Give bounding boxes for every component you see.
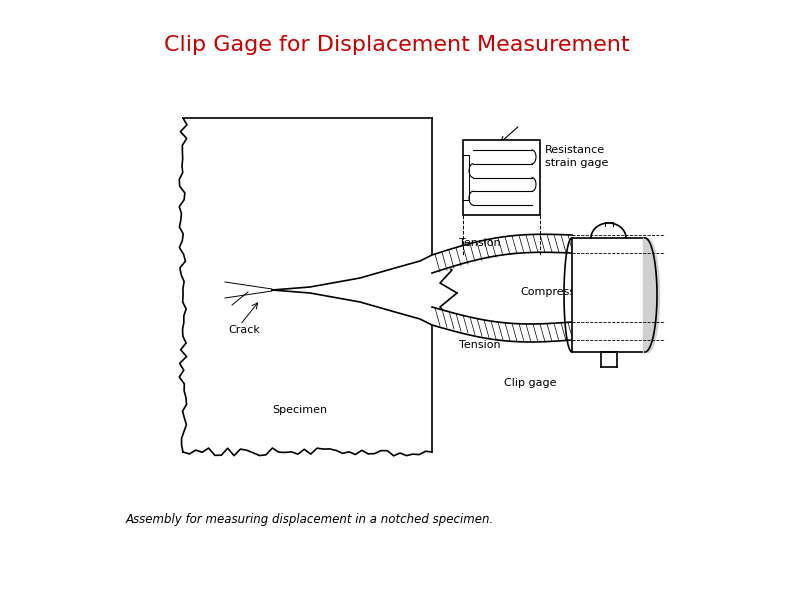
Bar	[572, 238, 645, 352]
Text: Compression: Compression	[520, 287, 592, 297]
Text: Tension: Tension	[459, 238, 501, 248]
Text: Specimen: Specimen	[272, 405, 328, 415]
Text: Clip Gage for Displacement Measurement: Clip Gage for Displacement Measurement	[164, 35, 630, 55]
Text: Crack: Crack	[228, 325, 260, 335]
Text: Resistance
strain gage: Resistance strain gage	[545, 145, 608, 168]
Bar	[463, 140, 540, 215]
Text: Tension: Tension	[459, 340, 501, 350]
Text: Assembly for measuring displacement in a notched specimen.: Assembly for measuring displacement in a…	[126, 513, 494, 527]
Polygon shape	[591, 223, 626, 238]
Text: Clip gage: Clip gage	[503, 378, 557, 388]
